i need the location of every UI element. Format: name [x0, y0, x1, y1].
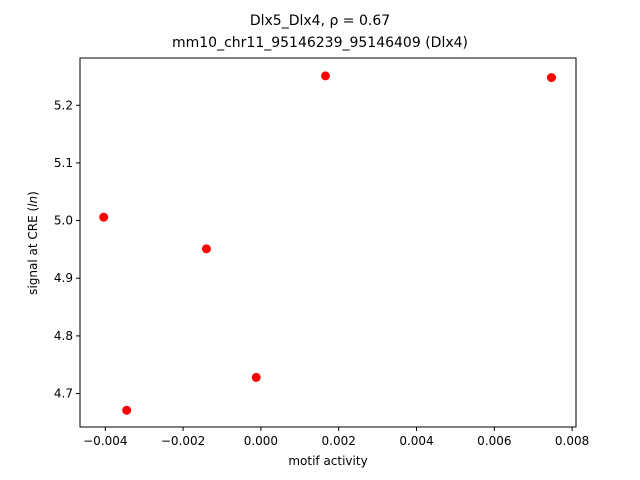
y-tick-label: 5.1 [54, 156, 73, 170]
x-tick-label: 0.004 [399, 434, 433, 448]
chart-title: Dlx5_Dlx4, ρ = 0.67 [249, 13, 391, 29]
x-tick-label: 0.008 [555, 434, 589, 448]
data-point [201, 244, 211, 254]
plot-area-frame [79, 57, 577, 428]
data-point [251, 372, 261, 382]
data-point [99, 212, 109, 222]
chart-subtitle: mm10_chr11_95146239_95146409 (Dlx4) [172, 35, 468, 51]
y-tick-label: 4.9 [54, 271, 73, 285]
data-point [546, 73, 556, 83]
x-axis-label: motif activity [288, 454, 368, 468]
x-tick-label: −0.004 [83, 434, 127, 448]
axis-ticks: −0.004 −0.002 0.000 0.002 0.004 0.006 0.008 4.7… [54, 98, 589, 448]
data-points [99, 71, 556, 415]
y-tick-label: 5.0 [54, 214, 73, 228]
data-point [320, 71, 330, 81]
x-tick-label: 0.002 [322, 434, 356, 448]
y-tick-label: 4.7 [54, 387, 73, 401]
y-axis-label: signal at CRE (ln) [25, 190, 40, 295]
y-tick-label: 5.2 [54, 98, 73, 112]
x-tick-label: 0.000 [244, 434, 278, 448]
x-tick-label: 0.006 [477, 434, 511, 448]
x-tick-label: −0.002 [161, 434, 205, 448]
data-point [122, 405, 132, 415]
y-tick-label: 4.8 [54, 329, 73, 343]
